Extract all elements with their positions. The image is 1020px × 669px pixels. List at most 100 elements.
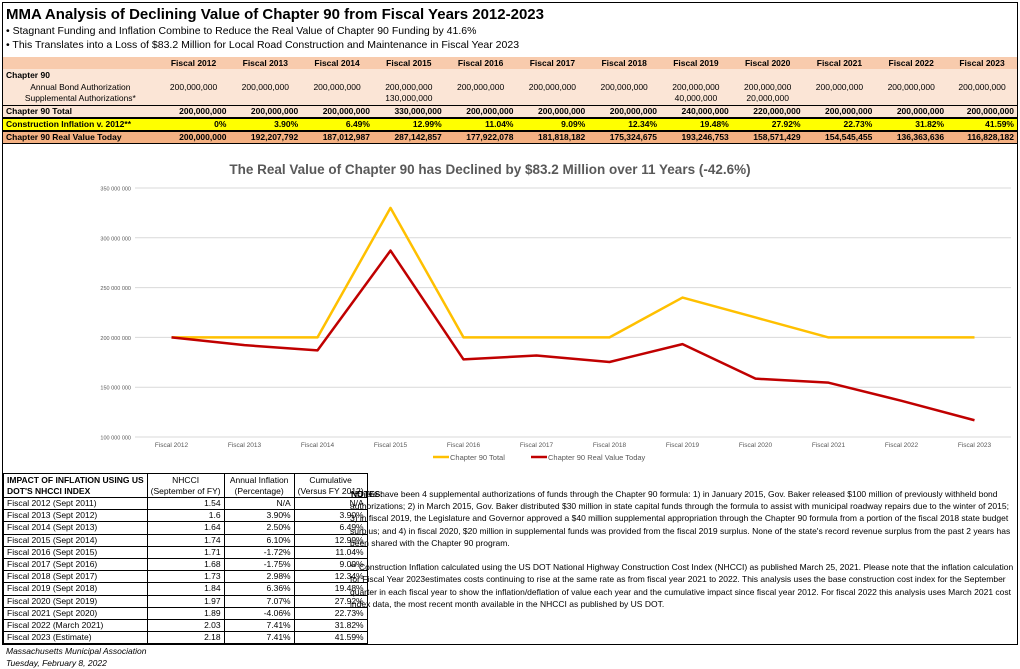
value-cell: 220,000,000 [731,104,804,118]
value-cell: 3.90% [229,116,302,132]
note-inflation: ** Construction Inflation calculated usi… [350,562,1014,609]
value-cell [301,93,373,105]
value-cell: 116,828,182 [947,130,1017,144]
value-cell: 200,000,000 [229,81,302,93]
row-label: Annual Bond Authorization [3,81,158,93]
nhcci-cell: 1.73 [146,570,225,584]
x-tick-label: Fiscal 2023 [958,442,992,449]
real-value-row: Chapter 90 Real Value Today 200,000,000 19… [3,130,1017,144]
value-cell: 40,000,000 [660,93,732,105]
value-cell: 177,922,078 [444,130,517,144]
section-row: Chapter 90 [3,69,1017,81]
chart-area: 100 000 000 150 000 000 200 000 000 250 000… [3,150,1017,472]
header-line: DOT'S NHCCI INDEX [7,485,91,496]
header-line: IMPACT OF INFLATION USING US [7,474,144,485]
value-cell: 12.34% [588,116,661,132]
year-cell: Fiscal 2023 (Estimate) [3,631,148,645]
row-label: Chapter 90 Total [3,104,158,118]
column-header: Fiscal 2019 [660,57,732,69]
empty-cell [875,69,948,81]
value-cell: 181,818,182 [516,130,589,144]
x-tick-label: Fiscal 2015 [374,442,408,449]
total-row: Chapter 90 Total 200,000,000 200,000,000 20… [3,104,1017,118]
header-line: Cumulative [309,474,352,485]
header-line: (Percentage) [234,485,284,496]
inflation-header-cell: Annual Inflation (Percentage) [223,473,295,498]
column-header: Fiscal 2015 [372,57,445,69]
value-cell: 175,324,675 [588,130,661,144]
value-cell [444,93,517,105]
inflation-row: Fiscal 2015 (Sept 2014) 1.74 6.10% 12.99% [3,533,368,547]
value-cell: 200,000,000 [444,104,517,118]
value-cell: 200,000,000 [660,81,732,93]
x-tick-label: Fiscal 2016 [447,442,481,449]
annual-cell: -1.72% [223,545,295,559]
value-cell: 200,000,000 [157,81,230,93]
x-tick-label: Fiscal 2020 [739,442,773,449]
year-cell: Fiscal 2012 (Sept 2011) [3,496,148,511]
value-cell: 193,246,753 [660,130,732,144]
column-header: Fiscal 2016 [444,57,517,69]
header-line: (September of FY) [150,485,221,496]
empty-cell [660,69,732,81]
inflation-row: Fiscal 2019 (Sept 2018) 1.84 6.36% 19.48% [3,582,368,596]
annual-cell: 6.36% [223,582,295,596]
empty-cell [229,69,302,81]
x-tick-label: Fiscal 2012 [155,442,189,449]
nhcci-cell: 1.68 [146,557,225,572]
summary-table: Fiscal 2012 Fiscal 2013 Fiscal 2014 Fiscal … [3,57,1017,144]
value-cell: 240,000,000 [660,104,732,118]
nhcci-cell: 1.71 [146,545,225,559]
year-cell: Fiscal 2021 (Sept 2020) [3,606,148,620]
value-cell: 41.59% [947,116,1017,132]
annual-cell: -4.06% [223,606,295,620]
x-tick-label: Fiscal 2013 [228,442,262,449]
empty-cell [947,69,1017,81]
empty-cell [516,69,589,81]
year-cell: Fiscal 2019 (Sept 2018) [3,582,148,596]
annual-cell: 3.90% [223,509,295,523]
annual-cell: -1.75% [223,557,295,572]
value-cell: 200,000,000 [803,104,876,118]
y-tick-label: 350 000 000 [100,187,131,193]
value-cell [588,93,661,105]
annual-cell: 7.41% [223,631,295,645]
chart-title: The Real Value of Chapter 90 has Decline… [229,162,751,177]
y-tick-label: 100 000 000 [100,436,131,442]
value-cell [947,93,1017,105]
value-cell: 200,000,000 [588,81,661,93]
footer-org: Massachusetts Municipal Association [6,646,147,656]
annual-cell: 2.98% [223,570,295,584]
value-cell: 330,000,000 [372,104,445,118]
value-cell: 200,000,000 [157,104,230,118]
year-cell: Fiscal 2013 (Sept 2012) [3,509,148,523]
value-cell: 9.09% [516,116,589,132]
value-cell: 200,000,000 [803,81,876,93]
inflation-row: Fiscal 2017 (Sept 2016) 1.68 -1.75% 9.09% [3,557,368,572]
value-cell: 0% [157,116,230,132]
nhcci-cell: 1.6 [146,509,225,523]
value-cell: 287,142,857 [372,130,445,144]
inflation-row: Fiscal 2016 (Sept 2015) 1.71 -1.72% 11.04% [3,545,368,559]
row-label: Construction Inflation v. 2012** [3,116,158,132]
value-cell: 200,000,000 [229,104,302,118]
value-cell [875,93,948,105]
column-header: Fiscal 2014 [301,57,373,69]
empty-cell [588,69,661,81]
inflation-row: Fiscal 2021 (Sept 2020) 1.89 -4.06% 22.73% [3,606,368,620]
y-tick-label: 250 000 000 [100,286,131,292]
header-row: Fiscal 2012 Fiscal 2013 Fiscal 2014 Fiscal … [3,57,1017,69]
note-supplemental: * There have been 4 supplemental authori… [350,489,1011,548]
page-frame [2,2,1018,645]
bullet-1: • Stagnant Funding and Inflation Combine… [6,25,477,37]
y-tick-label: 300 000 000 [100,236,131,242]
value-cell: 200,000,000 [516,81,589,93]
header-line: NHCCI [172,474,200,485]
inflation-row: Fiscal 2020 (Sept 2019) 1.97 7.07% 27.92% [3,594,368,608]
section-label: Chapter 90 [3,69,158,81]
x-tick-label: Fiscal 2018 [593,442,627,449]
value-cell [229,93,302,105]
nhcci-cell: 1.64 [146,521,225,535]
column-header: Fiscal 2012 [157,57,230,69]
row-label: Chapter 90 Real Value Today [3,130,158,144]
